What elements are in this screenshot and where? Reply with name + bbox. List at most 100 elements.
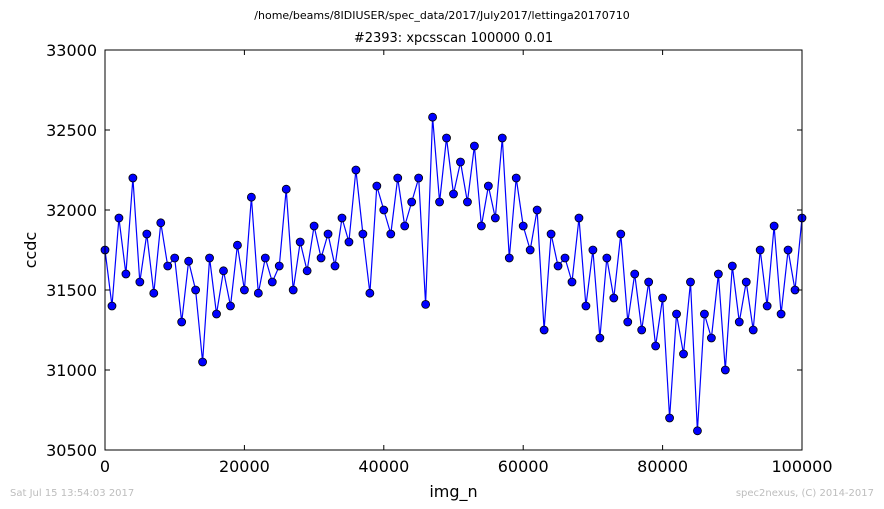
data-point (205, 253, 214, 263)
data-point (679, 349, 688, 359)
y-tick-label: 31500 (46, 281, 97, 300)
data-point (323, 229, 333, 239)
data-point (609, 293, 619, 303)
x-tick-label: 80000 (637, 457, 688, 476)
data-point (142, 229, 152, 239)
data-point (581, 301, 591, 311)
chart-axes: 0 20000 40000 60000 80000 100000 30500 31000 315… (21, 31, 833, 502)
data-point (776, 309, 786, 319)
y-tick-label: 33000 (46, 41, 97, 60)
data-point (637, 325, 647, 335)
data-point (309, 221, 319, 231)
data-point (686, 277, 695, 287)
data-point (769, 221, 779, 231)
data-point (574, 213, 584, 223)
x-tick-label: 20000 (219, 457, 270, 476)
data-point (191, 285, 201, 295)
data-point (274, 261, 284, 271)
data-point (428, 112, 437, 122)
data-point (518, 221, 528, 231)
data-point (588, 245, 598, 255)
data-point (748, 325, 758, 335)
data-point (281, 184, 291, 194)
data-point (128, 173, 138, 183)
x-tick-label: 0 (100, 457, 110, 476)
data-point (177, 317, 187, 327)
data-point (463, 197, 472, 207)
data-point (337, 213, 347, 223)
data-point (470, 141, 479, 151)
data-point (233, 240, 242, 250)
x-axis-label: img_n (429, 482, 477, 502)
data-point (560, 253, 570, 263)
data-point (504, 253, 514, 263)
data-point (421, 299, 431, 309)
data-point (672, 309, 681, 319)
data-point (267, 277, 277, 287)
data-point (114, 213, 124, 223)
data-point (511, 173, 521, 183)
data-point (706, 333, 716, 343)
file-path-title: /home/beams/8IDIUSER/spec_data/2017/July… (254, 9, 630, 22)
data-point (435, 197, 444, 207)
data-point (497, 133, 507, 143)
data-point (456, 157, 465, 167)
data-point (741, 277, 751, 287)
data-point (219, 266, 228, 276)
data-point (651, 341, 661, 351)
plot-frame (104, 49, 803, 451)
data-point (184, 256, 194, 266)
data-point (365, 288, 375, 298)
data-point (288, 285, 298, 295)
data-point (567, 277, 577, 287)
data-point (595, 333, 605, 343)
y-tick-label: 32000 (46, 201, 97, 220)
data-point (693, 426, 702, 436)
data-point (532, 205, 542, 215)
y-tick-label: 31000 (46, 361, 97, 380)
data-point (316, 253, 326, 263)
data-point (755, 245, 765, 255)
data-point (783, 245, 793, 255)
series-line (104, 117, 803, 431)
data-point (156, 218, 166, 228)
data-point (644, 277, 654, 287)
data-point (212, 309, 221, 319)
data-point (525, 245, 535, 255)
data-point (414, 173, 424, 183)
data-point (246, 192, 256, 202)
data-point (665, 413, 674, 423)
data-point (302, 266, 312, 276)
y-axis-label: ccdc (21, 232, 40, 269)
data-point (107, 301, 117, 311)
data-point (539, 325, 549, 335)
data-point (351, 165, 361, 175)
data-point (400, 221, 410, 231)
data-point (734, 317, 744, 327)
data-point (762, 301, 772, 311)
data-point (121, 269, 131, 279)
data-point (330, 261, 340, 271)
data-point (616, 229, 626, 239)
data-point (623, 317, 633, 327)
data-point (602, 253, 612, 263)
data-point (260, 253, 270, 263)
x-tick-label: 40000 (358, 457, 409, 476)
data-point (553, 261, 563, 271)
data-point (226, 301, 235, 311)
data-point (483, 181, 493, 191)
data-point (239, 285, 249, 295)
data-point (442, 133, 451, 143)
data-point (720, 365, 730, 375)
data-point (198, 357, 207, 367)
footer-credit: spec2nexus, (C) 2014-2017 (735, 488, 874, 499)
data-point (344, 237, 354, 247)
data-point (163, 261, 173, 271)
chart-marks (100, 112, 807, 436)
data-point (658, 293, 667, 303)
data-point (546, 229, 556, 239)
data-point (386, 229, 396, 239)
data-point (490, 213, 500, 223)
